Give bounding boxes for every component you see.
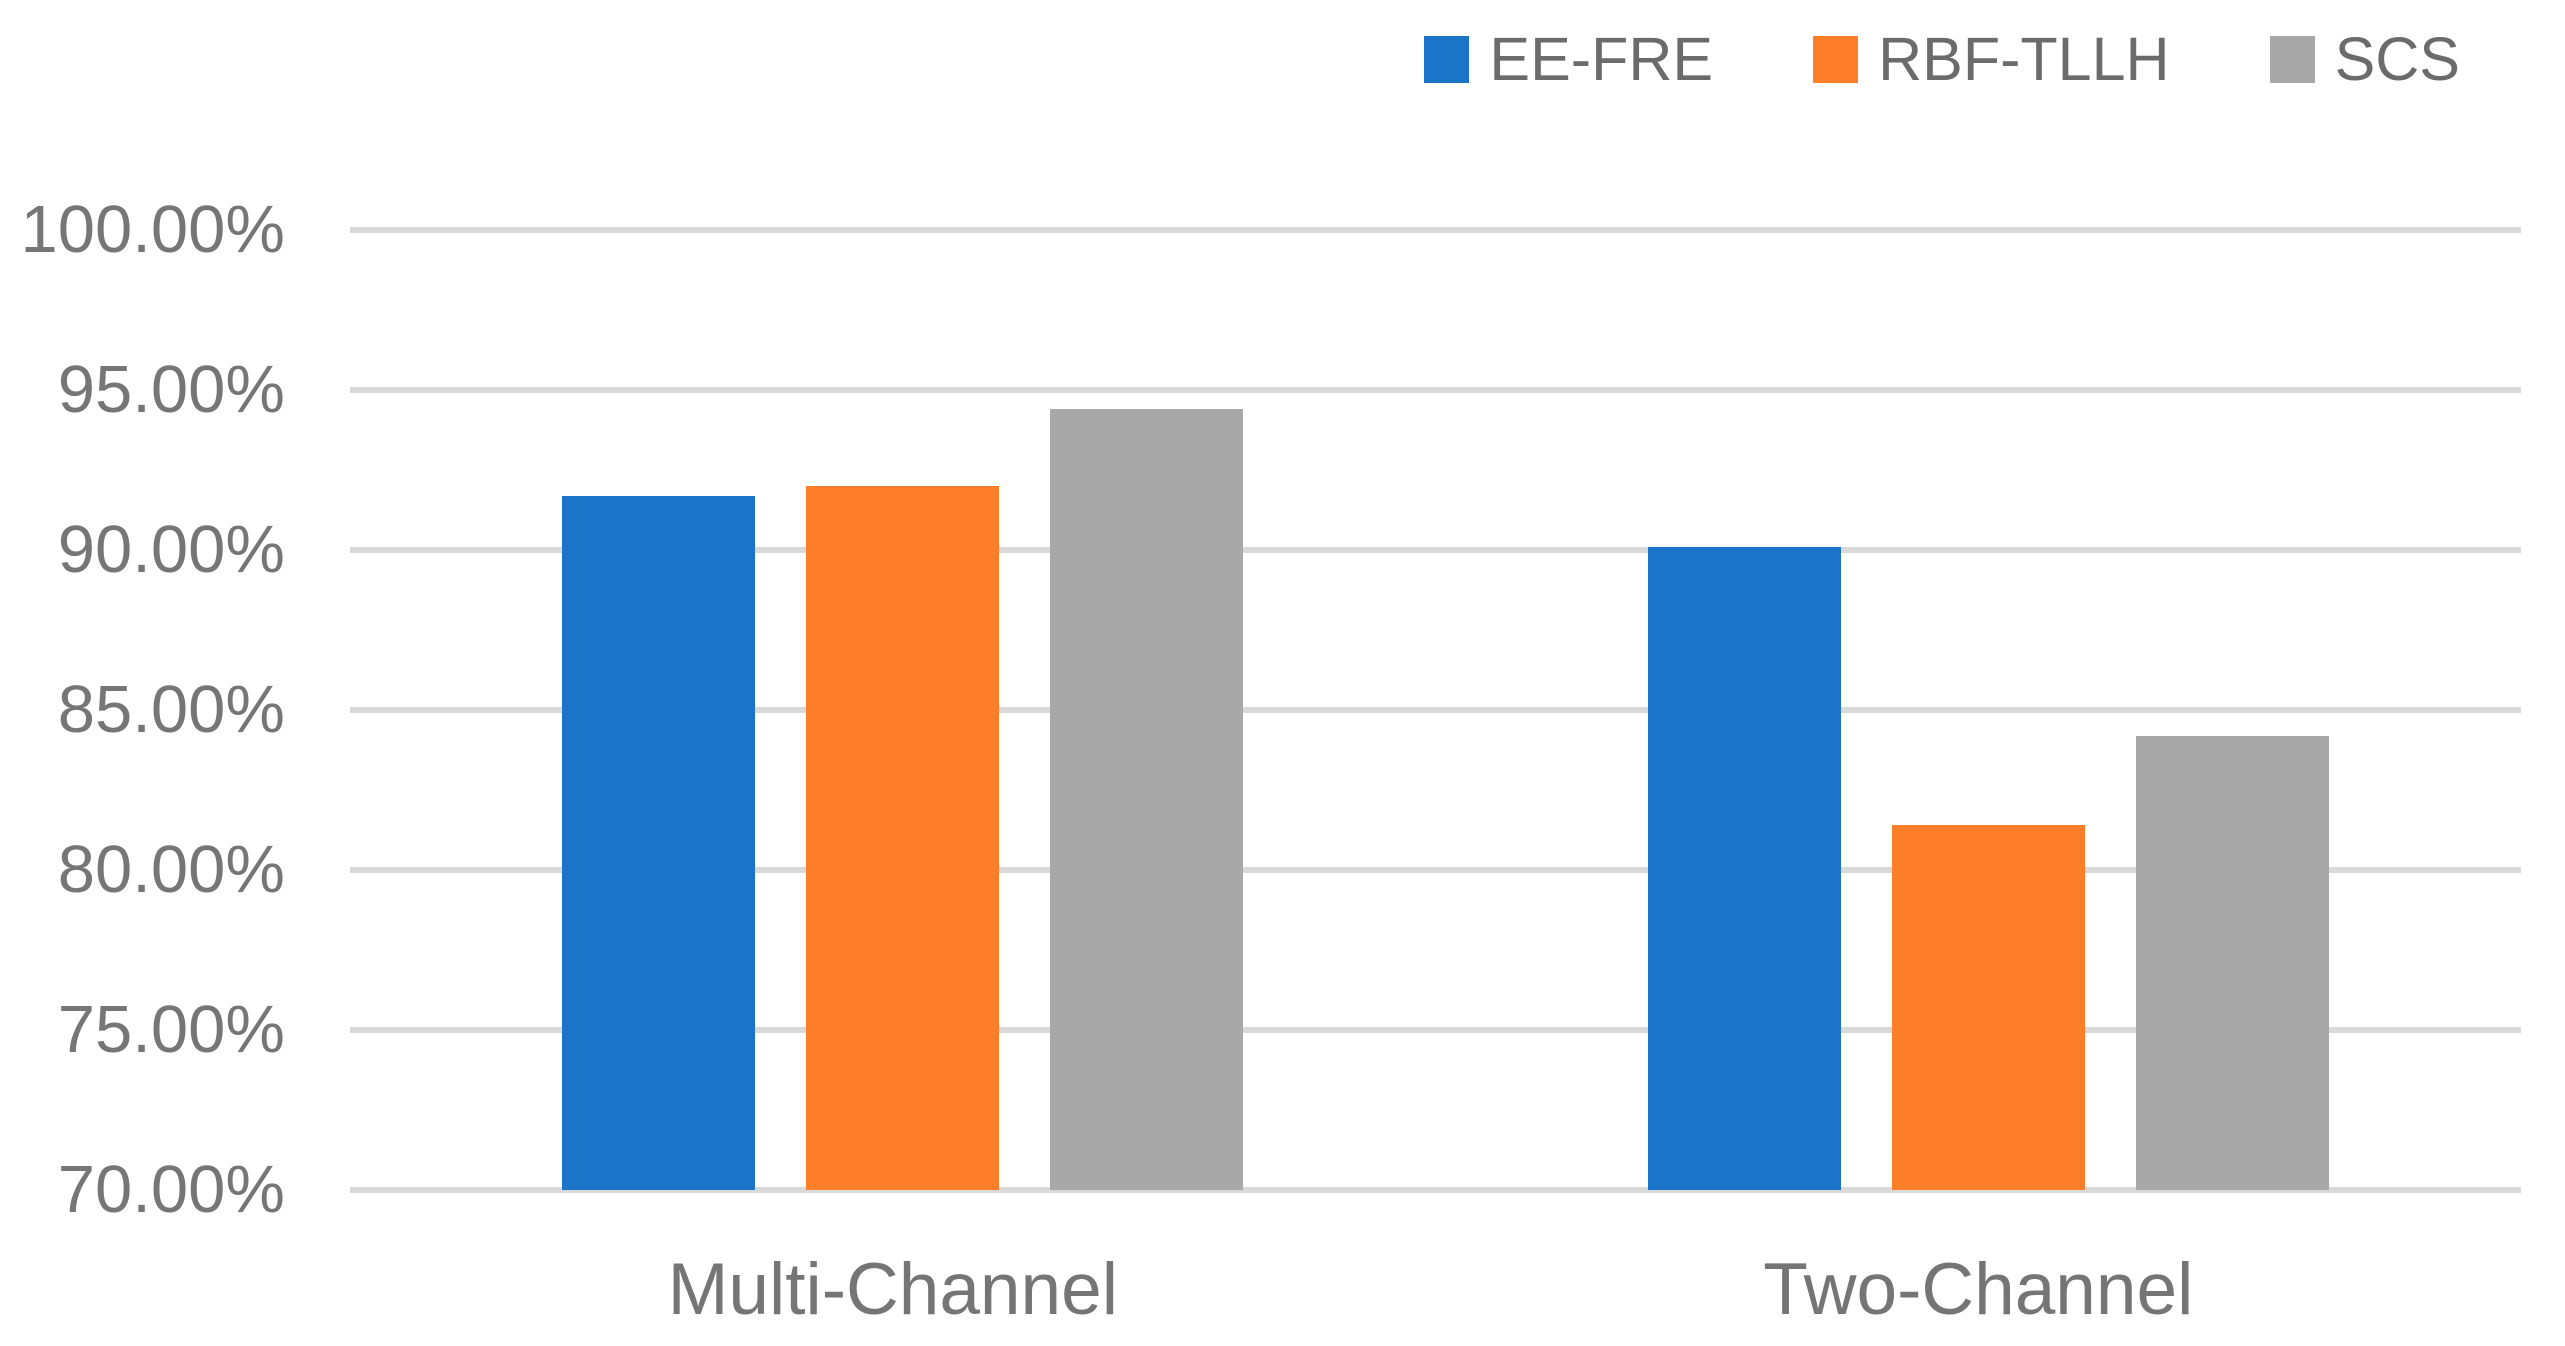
y-axis-tick-label: 95.00% <box>57 352 285 427</box>
legend-label: EE-FRE <box>1489 25 1714 93</box>
x-axis-category-label: Multi-Channel <box>667 1249 1118 1330</box>
gridline <box>350 387 2521 393</box>
y-axis-tick-label: 75.00% <box>57 992 285 1067</box>
y-axis-tick-label: 90.00% <box>57 512 285 587</box>
y-axis-tick-label: 80.00% <box>57 832 285 907</box>
gridline <box>350 227 2521 233</box>
legend-label: SCS <box>2334 25 2460 93</box>
x-axis-category-label: Two-Channel <box>1763 1249 2194 1330</box>
legend-item-rbf-tllh: RBF-TLLH <box>1813 24 2170 94</box>
y-axis-tick-label: 100.00% <box>20 192 286 267</box>
legend-label: RBF-TLLH <box>1878 25 2170 93</box>
gridline <box>350 547 2521 553</box>
gridline <box>350 1187 2521 1193</box>
y-axis-tick-label: 85.00% <box>57 672 285 747</box>
bar-ee-fre-two-channel <box>1647 546 1841 1190</box>
gridline <box>350 707 2521 713</box>
bar-scs-two-channel <box>2135 735 2329 1190</box>
bar-rbf-tllh-two-channel <box>1891 825 2085 1190</box>
legend-swatch <box>1424 35 1470 83</box>
legend: EE-FRE RBF-TLLH SCS <box>1424 24 2460 94</box>
legend-swatch <box>2269 35 2315 83</box>
legend-swatch <box>1813 35 1859 83</box>
bar-ee-fre-multi-channel <box>562 495 756 1190</box>
y-axis-tick-label: 70.00% <box>57 1152 285 1227</box>
gridline <box>350 867 2521 873</box>
bar-rbf-tllh-multi-channel <box>806 486 1000 1190</box>
legend-item-scs: SCS <box>2269 24 2460 94</box>
legend-item-ee-fre: EE-FRE <box>1424 24 1713 94</box>
bar-scs-multi-channel <box>1050 409 1244 1190</box>
gridline <box>350 1027 2521 1033</box>
